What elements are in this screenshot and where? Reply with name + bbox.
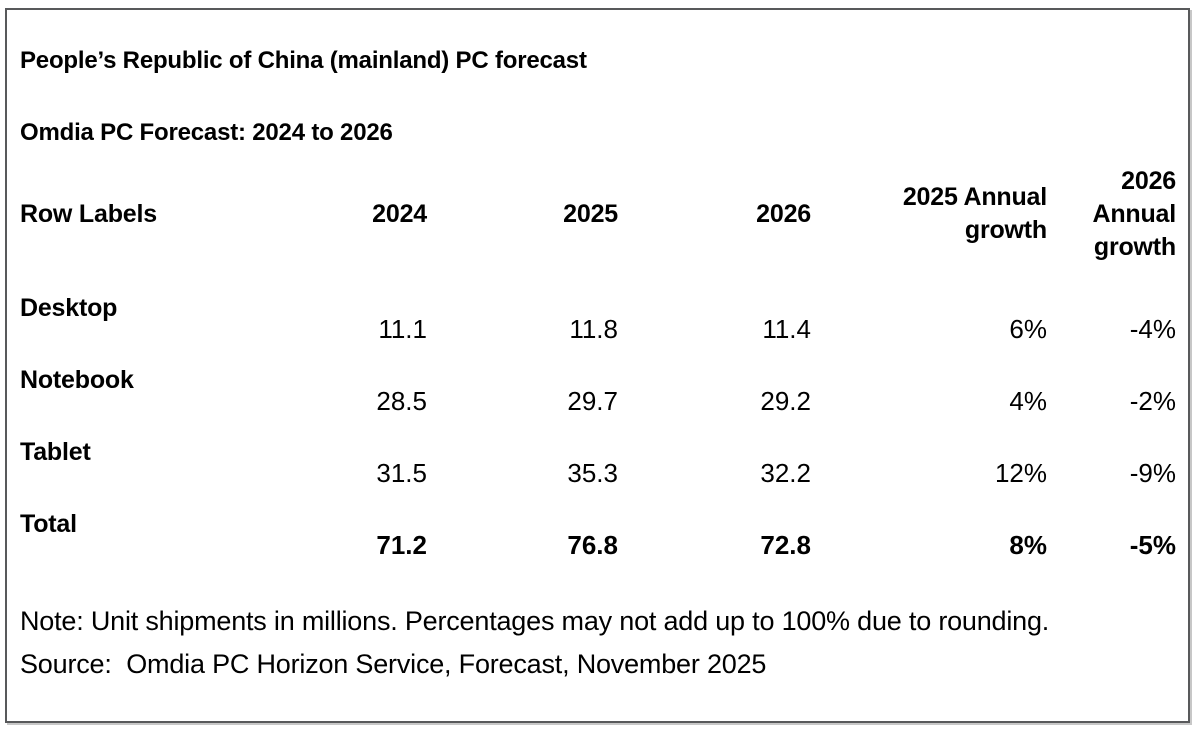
column-header-row-labels: Row Labels [20, 199, 157, 228]
row-label: Tablet [20, 438, 91, 466]
table-row-total: Total 71.2 76.8 72.8 8% -5% [20, 512, 1176, 584]
cell-2026-growth: -5% [1129, 530, 1176, 560]
column-header-2025: 2025 [563, 199, 618, 228]
cell-2026-growth: -4% [1129, 314, 1176, 344]
cell-2026-growth: -2% [1129, 386, 1176, 416]
cell-2026-growth: -9% [1129, 458, 1176, 488]
cell-2025-growth: 4% [1009, 386, 1047, 416]
column-header-2024: 2024 [372, 199, 427, 228]
row-label: Total [20, 510, 77, 538]
cell-2025-growth: 12% [994, 458, 1047, 488]
cell-2024: 31.5 [376, 458, 427, 488]
cell-2024: 28.5 [376, 386, 427, 416]
column-header-2026: 2026 [756, 199, 811, 228]
cell-2025: 29.7 [567, 386, 618, 416]
row-label: Notebook [20, 366, 134, 394]
table-frame: People’s Republic of China (mainland) PC… [5, 8, 1190, 723]
cell-2025: 76.8 [567, 530, 618, 560]
note-text: Note: Unit shipments in millions. Percen… [20, 606, 1050, 636]
cell-2026: 72.8 [760, 530, 811, 560]
cell-2025: 11.8 [569, 314, 618, 344]
cell-2025-growth: 6% [1009, 314, 1047, 344]
cell-2026: 29.2 [760, 386, 811, 416]
column-header-2025-annual-growth: 2025 Annual growth [902, 183, 1047, 244]
page-title: People’s Republic of China (mainland) PC… [20, 47, 587, 74]
cell-2024: 71.2 [376, 530, 427, 560]
column-header-2026-annual-growth: 2026 Annual growth [1092, 166, 1176, 261]
table-row-desktop: Desktop 11.1 11.8 11.4 6% -4% [20, 296, 1176, 368]
cell-2025: 35.3 [567, 458, 618, 488]
table-row-notebook: Notebook 28.5 29.7 29.2 4% -2% [20, 368, 1176, 440]
subtitle: Omdia PC Forecast: 2024 to 2026 [20, 119, 393, 146]
cell-2026: 32.2 [760, 458, 811, 488]
source-text: Source: Omdia PC Horizon Service, Foreca… [20, 649, 767, 679]
table-header-row: Row Labels 2024 2025 2026 2025 Annual gr… [20, 164, 1176, 264]
cell-2024: 11.1 [378, 314, 427, 344]
row-label: Desktop [20, 294, 118, 322]
cell-2026: 11.4 [762, 314, 811, 344]
cell-2025-growth: 8% [1009, 530, 1047, 560]
table-row-tablet: Tablet 31.5 35.3 32.2 12% -9% [20, 440, 1176, 512]
